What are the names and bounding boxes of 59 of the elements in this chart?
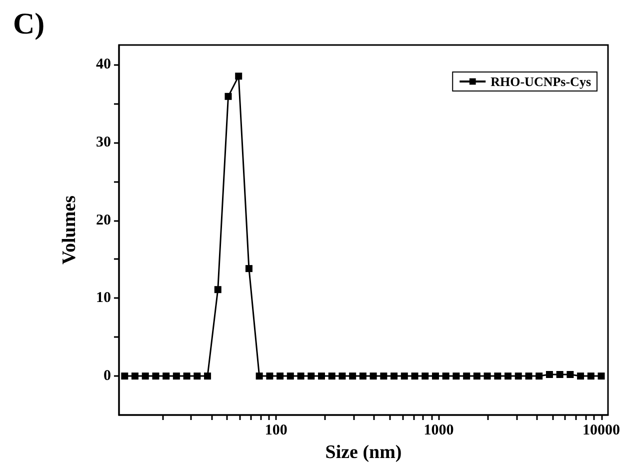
- y-tick-label: 0: [104, 368, 111, 384]
- y-tick-label: 40: [96, 56, 111, 72]
- point: [504, 372, 512, 380]
- point: [370, 372, 377, 380]
- point: [473, 372, 480, 380]
- x-tick-label: 10000: [582, 422, 620, 438]
- point: [245, 265, 252, 272]
- point: [546, 370, 553, 378]
- point: [308, 372, 315, 380]
- point: [256, 372, 263, 380]
- point: [556, 370, 564, 378]
- point: [598, 372, 605, 380]
- x-axis-title: Size (nm): [325, 442, 402, 463]
- point: [566, 370, 574, 378]
- point: [162, 372, 170, 380]
- y-tick-label: 20: [96, 212, 111, 228]
- point: [276, 372, 284, 380]
- point: [349, 372, 356, 380]
- point: [286, 372, 294, 380]
- point: [131, 372, 138, 380]
- point: [142, 372, 149, 380]
- point: [484, 372, 491, 380]
- point: [152, 372, 160, 380]
- point: [204, 372, 212, 380]
- x-tick-label: 100: [264, 422, 288, 438]
- point: [514, 372, 522, 380]
- point: [400, 372, 408, 380]
- point: [452, 372, 460, 380]
- point: [577, 372, 584, 380]
- legend-label: RHO-UCNPs-Cys: [490, 74, 592, 89]
- point: [390, 372, 398, 380]
- point: [172, 372, 180, 380]
- x-tick-label: 1000: [424, 422, 454, 438]
- point: [422, 372, 429, 380]
- point: [442, 372, 450, 380]
- point: [494, 372, 502, 380]
- point: [214, 286, 222, 294]
- point: [194, 372, 201, 380]
- y-axis-title: Volumes: [59, 196, 80, 264]
- point: [235, 72, 242, 80]
- y-tick-label: 30: [96, 134, 111, 150]
- point: [338, 372, 346, 380]
- point: [266, 372, 274, 380]
- chart-title: C): [13, 8, 45, 40]
- point: [587, 372, 594, 380]
- point: [297, 372, 304, 380]
- point: [463, 372, 470, 380]
- point: [432, 372, 439, 380]
- point: [359, 372, 366, 380]
- point: [380, 372, 388, 380]
- point: [121, 372, 128, 380]
- point: [411, 372, 418, 380]
- point: [183, 372, 190, 380]
- point: [318, 372, 325, 380]
- point: [224, 92, 232, 100]
- point: [328, 372, 336, 380]
- y-tick-label: 10: [96, 290, 111, 306]
- point: [536, 372, 543, 380]
- point: [525, 372, 532, 380]
